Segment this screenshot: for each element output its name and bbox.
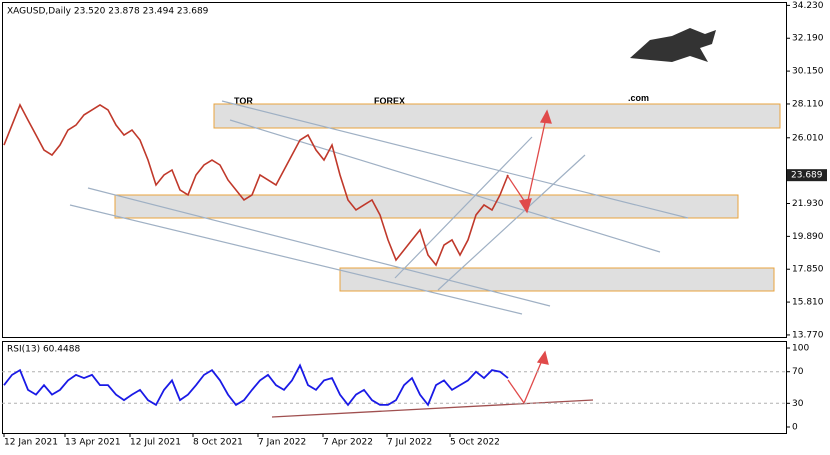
arrow: [526, 117, 547, 206]
y-tick-label: 15.810: [792, 298, 824, 308]
chart-title: XAGUSD,Daily 23.520 23.878 23.494 23.689: [7, 7, 209, 17]
x-tick-label: 7 Jan 2022: [258, 438, 306, 448]
trend-line: [69, 204, 523, 315]
trend-line: [221, 100, 689, 219]
y-tick-label: 100: [792, 344, 809, 354]
y-tick-label: 21.930: [792, 199, 824, 209]
rsi-trend-line: [271, 399, 594, 418]
rsi-title: RSI(13) 60.4488: [7, 345, 80, 355]
x-tick-label: 12 Jan 2021: [4, 438, 58, 448]
y-tick-label: 32.190: [792, 34, 824, 44]
logo-tor: TOR: [234, 96, 253, 106]
arrow: [523, 357, 544, 404]
trend-line: [394, 136, 533, 279]
logo-com: .com: [628, 93, 649, 103]
arrow: [507, 379, 525, 404]
bull-icon: [630, 28, 716, 62]
trend-line: [437, 154, 586, 291]
y-tick-label: 19.890: [792, 232, 824, 242]
price-tag: [787, 169, 827, 182]
x-tick-label: 7 Jul 2022: [387, 438, 432, 448]
logo-forex: FOREX: [374, 96, 405, 106]
y-tick-label: 28.110: [792, 99, 824, 109]
y-tick-label: 30: [792, 399, 804, 409]
support-zone: [339, 267, 775, 292]
y-tick-label: 70: [792, 367, 804, 377]
resistance-zone: [213, 103, 781, 129]
x-tick-label: 5 Oct 2022: [450, 438, 500, 448]
price-panel: [2, 2, 787, 338]
forecast-arrows: [271, 109, 594, 418]
y-tick-label: 34.230: [792, 1, 824, 11]
trend-lines: [69, 100, 689, 315]
y-tick-label: 26.010: [792, 133, 824, 143]
series-line: [3, 103, 509, 267]
trend-line: [229, 119, 661, 253]
trend-line: [87, 187, 551, 307]
pivot-zone: [114, 194, 739, 219]
price-tag-label: 23.689: [791, 171, 823, 181]
x-tick-label: 8 Oct 2021: [193, 438, 243, 448]
arrowhead: [539, 109, 552, 124]
series-line: [3, 363, 509, 407]
y-tick-label: 0: [792, 422, 798, 432]
y-tick-label: 17.850: [792, 265, 824, 275]
arrowhead: [536, 350, 549, 365]
x-tick-label: 13 Apr 2021: [65, 438, 121, 448]
rsi-panel: [2, 341, 787, 434]
y-tick-label: 30.150: [792, 67, 824, 77]
x-tick-label: 7 Apr 2022: [323, 438, 373, 448]
y-tick-label: 13.770: [792, 330, 824, 340]
x-tick-label: 12 Jul 2021: [130, 438, 181, 448]
logo: TOR FOREX .com: [234, 28, 716, 106]
